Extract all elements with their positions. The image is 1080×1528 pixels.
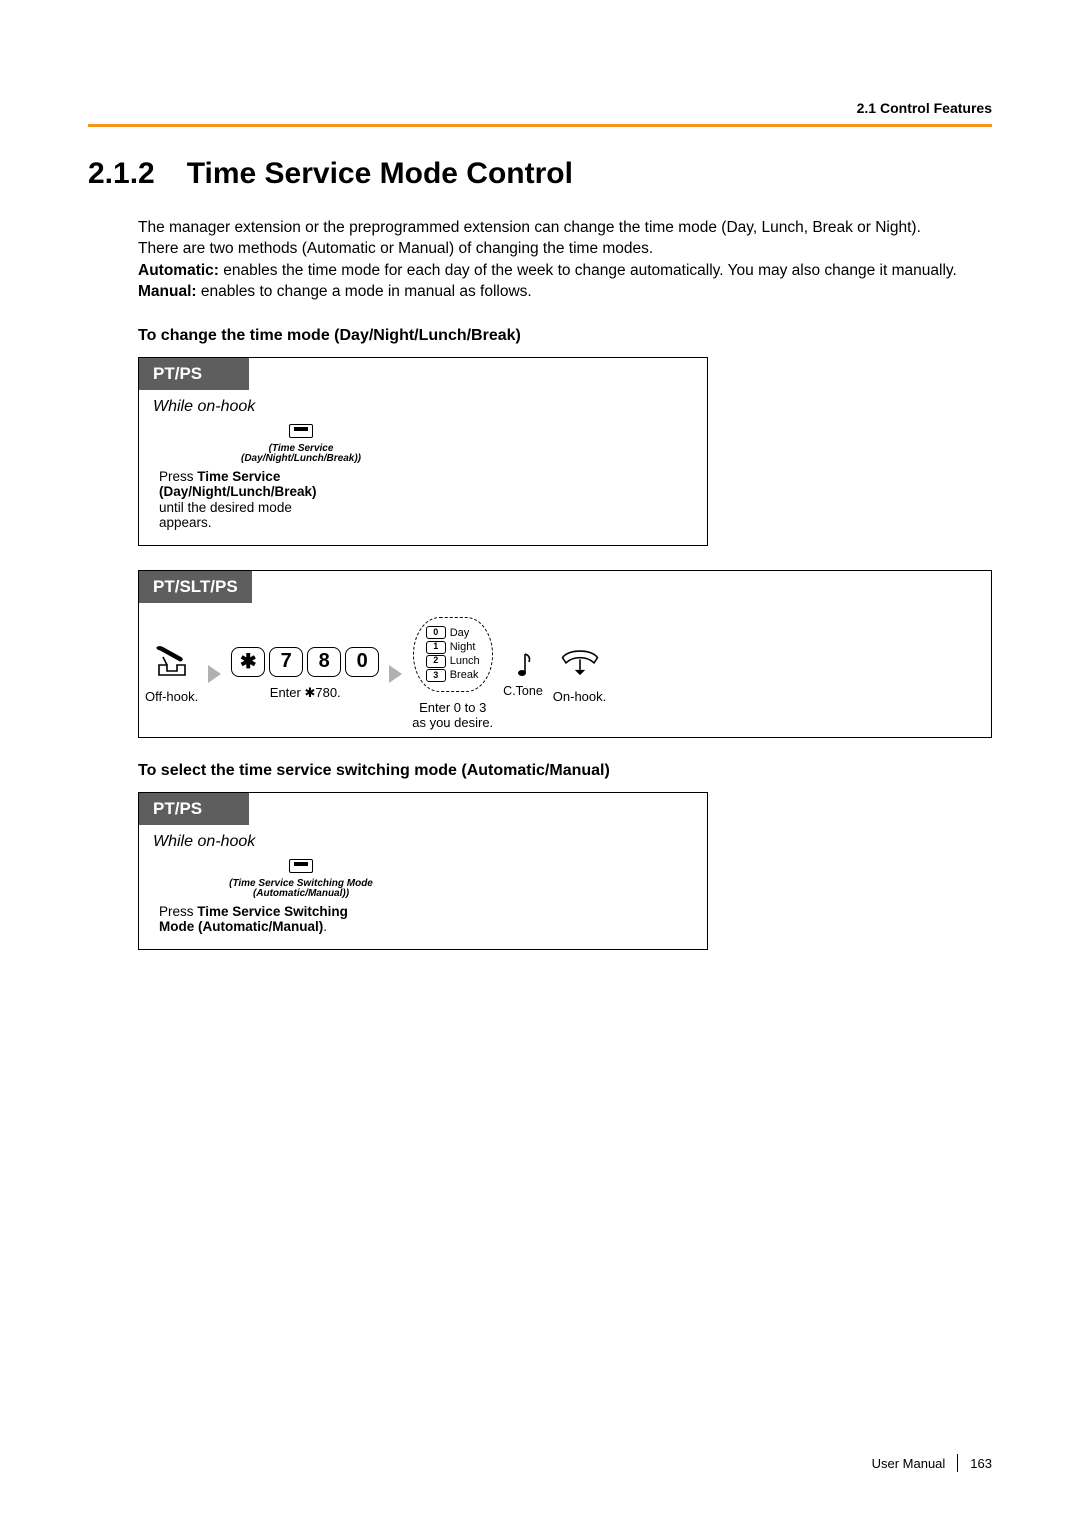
box3-btn-caption: (Time Service Switching Mode (Automatic/…	[211, 879, 391, 900]
diagram-box-3: PT/PS While on-hook (Time Service Switch…	[138, 792, 708, 950]
onhook-icon	[559, 643, 601, 681]
box3-button-block: (Time Service Switching Mode (Automatic/…	[211, 859, 391, 900]
section-text: Time Service Mode Control	[187, 157, 573, 190]
intro-p3: Automatic: enables the time mode for eac…	[138, 260, 992, 281]
subheading-2: To select the time service switching mod…	[138, 762, 992, 780]
intro-p2: There are two methods (Automatic or Manu…	[138, 238, 992, 259]
ctone-col: C.Tone	[503, 650, 543, 698]
onhook-caption: On-hook.	[553, 689, 606, 705]
intro-p4: Manual: enables to change a mode in manu…	[138, 281, 992, 302]
opt-row-1: 1Night	[426, 640, 480, 654]
diagram-1-wrap: PT/PS While on-hook (Time Service (Day/N…	[138, 357, 992, 546]
offhook-icon	[151, 643, 193, 681]
box3-tab: PT/PS	[139, 793, 249, 825]
opt-row-3: 3Break	[426, 668, 480, 682]
key-star: ✱	[231, 647, 265, 677]
diagram-2-wrap: PT/SLT/PS Off-hook. ✱ 7 8	[138, 570, 992, 738]
offhook-caption: Off-hook.	[145, 689, 198, 705]
onhook-col: On-hook.	[553, 643, 606, 705]
box2-flow: Off-hook. ✱ 7 8 0 Enter ✱780. 0Day	[139, 603, 991, 737]
box1-btn-caption: (Time Service (Day/Night/Lunch/Break))	[211, 444, 391, 465]
box3-onhook: While on-hook	[153, 833, 693, 851]
footer-page: 163	[970, 1456, 992, 1471]
intro-p1: The manager extension or the preprogramm…	[138, 217, 992, 238]
box3-press-text: Press Time Service Switching Mode (Autom…	[159, 904, 693, 935]
diagram-3-wrap: PT/PS While on-hook (Time Service Switch…	[138, 792, 992, 950]
key-0: 0	[345, 647, 379, 677]
options-col: 0Day 1Night 2Lunch 3Break Enter 0 to 3as…	[412, 617, 493, 731]
arrow-icon-1	[208, 665, 221, 683]
footer: User Manual 163	[872, 1454, 992, 1472]
keys-col: ✱ 7 8 0 Enter ✱780.	[231, 647, 379, 701]
offhook-col: Off-hook.	[145, 643, 198, 705]
header-section: 2.1 Control Features	[88, 100, 992, 116]
key-row: ✱ 7 8 0	[231, 647, 379, 677]
box1-onhook: While on-hook	[153, 398, 693, 416]
key-8: 8	[307, 647, 341, 677]
music-note-icon	[513, 650, 533, 680]
diagram-box-1: PT/PS While on-hook (Time Service (Day/N…	[138, 357, 708, 546]
time-service-button-icon	[289, 424, 313, 438]
switching-mode-button-icon	[289, 859, 313, 873]
header-rule	[88, 124, 992, 127]
subheading-1: To change the time mode (Day/Night/Lunch…	[138, 327, 992, 345]
opt-row-0: 0Day	[426, 626, 480, 640]
options-box: 0Day 1Night 2Lunch 3Break	[413, 617, 493, 692]
ctone-caption: C.Tone	[503, 684, 543, 698]
footer-separator	[957, 1454, 958, 1472]
box1-button-block: (Time Service (Day/Night/Lunch/Break))	[211, 424, 391, 465]
section-number: 2.1.2	[88, 157, 155, 191]
box2-tab: PT/SLT/PS	[139, 571, 252, 603]
arrow-icon-2	[389, 665, 402, 683]
page-title: 2.1.2 Time Service Mode Control	[88, 157, 992, 191]
enter03-caption: Enter 0 to 3as you desire.	[412, 700, 493, 731]
diagram-box-2: PT/SLT/PS Off-hook. ✱ 7 8	[138, 570, 992, 738]
box1-press-text: Press Time Service (Day/Night/Lunch/Brea…	[159, 469, 693, 531]
enter780-caption: Enter ✱780.	[270, 685, 341, 701]
footer-label: User Manual	[872, 1456, 946, 1471]
intro-block: The manager extension or the preprogramm…	[138, 217, 992, 303]
opt-row-2: 2Lunch	[426, 654, 480, 668]
key-7: 7	[269, 647, 303, 677]
box1-tab: PT/PS	[139, 358, 249, 390]
